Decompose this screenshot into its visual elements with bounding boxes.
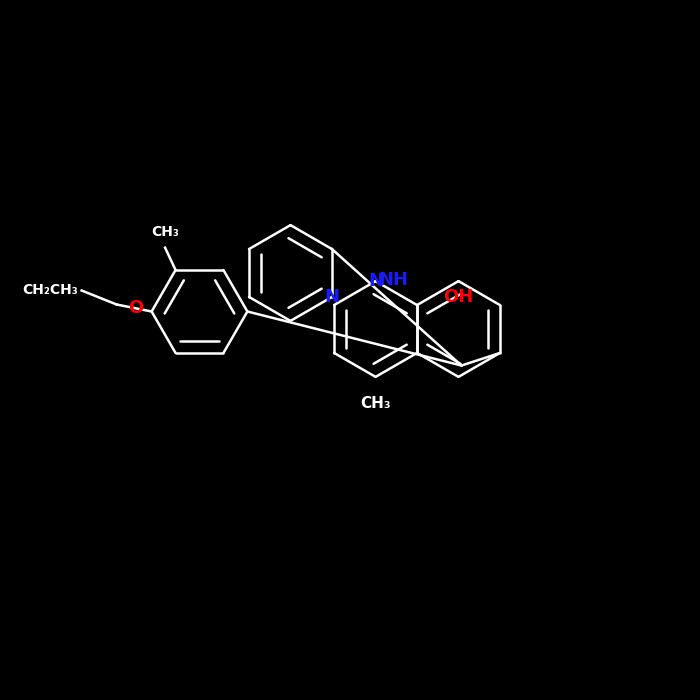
Text: CH₃: CH₃ [151,225,179,239]
Text: O: O [128,299,144,317]
Text: N: N [325,288,340,306]
Text: OH: OH [443,288,473,306]
Text: NH: NH [378,271,408,289]
Text: N: N [368,272,383,290]
Text: CH₃: CH₃ [360,396,391,412]
Text: CH₂CH₃: CH₂CH₃ [22,284,78,298]
